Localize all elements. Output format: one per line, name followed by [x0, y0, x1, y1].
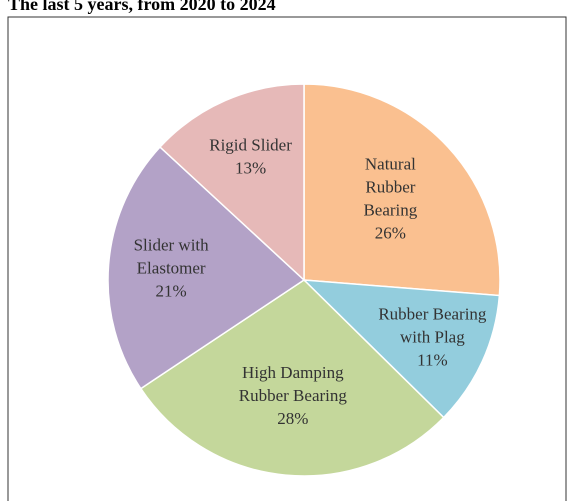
pie-slice: [107, 145, 306, 390]
pie-slice: [158, 83, 305, 282]
slice-label: Rubber Bearing: [239, 386, 348, 405]
slice-label: Rigid Slider: [209, 135, 292, 154]
value-label: 11%: [417, 351, 448, 370]
slice-label: Elastomer: [137, 258, 206, 277]
pie-slice: [303, 83, 501, 297]
slice-label: Rubber: [365, 178, 415, 197]
chart-title: The last 5 years, from 2020 to 2024: [8, 0, 276, 14]
slice-label: Natural: [365, 155, 416, 174]
value-label: 28%: [277, 409, 308, 428]
value-label: 26%: [375, 224, 406, 243]
value-label: 13%: [235, 158, 266, 177]
slice-label: with Plag: [400, 328, 465, 347]
pie-slice: [302, 279, 501, 419]
slice-label: Bearing: [363, 201, 417, 220]
slice-label: High Damping: [242, 363, 344, 382]
slice-label: Slider with: [134, 235, 210, 254]
pie-slice: [139, 279, 445, 477]
slice-label: Rubber Bearing: [378, 305, 487, 324]
value-label: 21%: [156, 281, 187, 300]
